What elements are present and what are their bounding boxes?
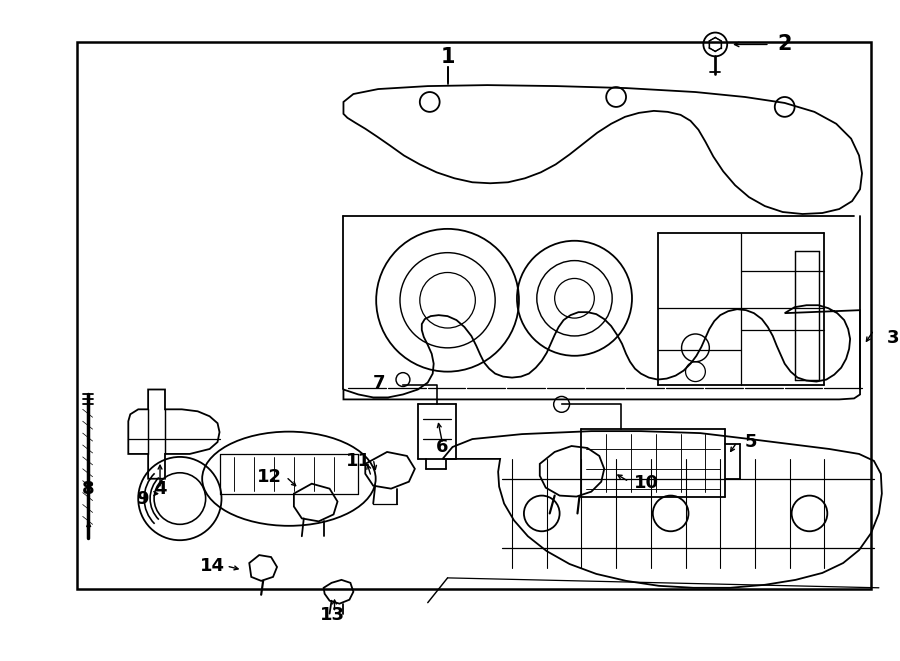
Text: 10: 10	[634, 474, 659, 492]
Text: 7: 7	[374, 373, 386, 391]
Text: 4: 4	[154, 480, 166, 498]
Text: 9: 9	[136, 490, 149, 508]
Text: 14: 14	[200, 557, 224, 575]
Text: 1: 1	[440, 48, 454, 67]
Bar	[77, 42, 871, 590]
Text: 5: 5	[745, 433, 758, 451]
Text: 2: 2	[778, 34, 792, 54]
Text: 6: 6	[436, 438, 449, 456]
Text: 13: 13	[320, 605, 345, 623]
Text: 8: 8	[82, 480, 95, 498]
Text: 11: 11	[346, 452, 371, 470]
Text: 12: 12	[257, 468, 282, 486]
Text: 3: 3	[886, 329, 899, 347]
